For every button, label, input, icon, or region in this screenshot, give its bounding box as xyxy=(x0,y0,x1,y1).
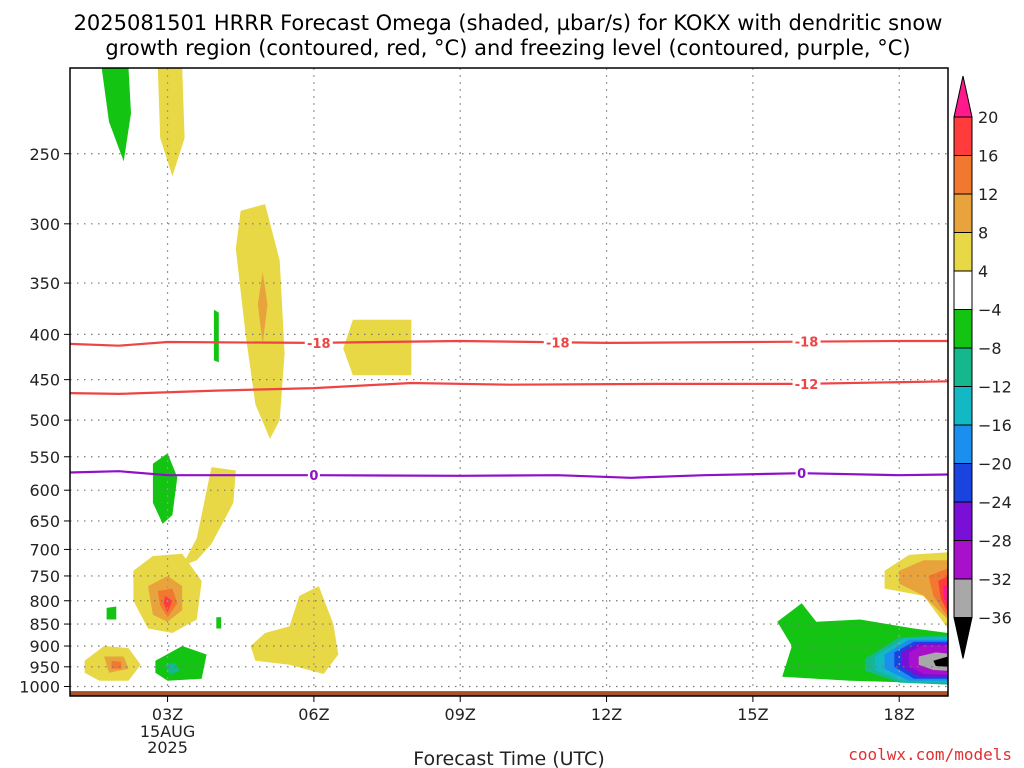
colorbar-bottom-arrow xyxy=(953,617,973,659)
colorbar-box-8 xyxy=(953,424,973,464)
omega-region-3 xyxy=(257,271,268,344)
y-tick-label-700: 700 xyxy=(29,540,60,559)
y-tick-label-550: 550 xyxy=(29,448,60,467)
x-axis-label: Forecast Time (UTC) xyxy=(413,748,604,768)
colorbar-box-5 xyxy=(953,309,973,349)
y-tick-label-250: 250 xyxy=(29,145,60,164)
contour-label-2-1: 0 xyxy=(797,467,806,482)
colorbar-box-9 xyxy=(953,463,973,503)
colorbar-label-6: −8 xyxy=(978,339,1002,358)
x-tick-label-15: 15Z xyxy=(737,705,768,724)
terrain-layer xyxy=(70,691,948,696)
contour-label-1-0: -12 xyxy=(795,378,819,393)
y-tick-label-400: 400 xyxy=(29,325,60,344)
colorbar-box-6 xyxy=(953,347,973,387)
contour-label-2-0: 0 xyxy=(309,469,318,484)
omega-region-18 xyxy=(155,646,207,681)
omega-region-11 xyxy=(163,595,173,613)
omega-region-14 xyxy=(250,586,339,674)
contour-label-bg-0-0 xyxy=(304,334,333,350)
chart-title-line-2: growth region (contoured, red, °C) and f… xyxy=(105,36,910,60)
contour-line-1 xyxy=(70,380,948,396)
contour-label-bg-2-0 xyxy=(307,467,320,483)
y-tick-label-650: 650 xyxy=(29,512,60,531)
colorbar-label-4: 4 xyxy=(978,262,988,281)
contour-label-bg-0-2 xyxy=(792,333,821,349)
omega-region-13 xyxy=(216,617,222,629)
colorbar-box-4 xyxy=(953,270,973,310)
y-tick-label-750: 750 xyxy=(29,567,60,586)
omega-region-1 xyxy=(157,68,185,177)
colorbar-label-8: −16 xyxy=(978,416,1012,435)
contour-layer: -18 -18 -18 -12 0 0 xyxy=(70,333,948,484)
credit-text: coolwx.com/models xyxy=(848,745,1012,764)
colorbar-label-11: −28 xyxy=(978,532,1012,551)
colorbar-box-1 xyxy=(953,155,973,195)
colorbar-label-1: 16 xyxy=(978,147,998,166)
y-tick-label-350: 350 xyxy=(29,274,60,293)
colorbar-box-3 xyxy=(953,232,973,272)
contour-line-0 xyxy=(70,339,948,347)
colorbar-label-10: −24 xyxy=(978,493,1012,512)
x-tick-label-6: 06Z xyxy=(298,705,329,724)
colorbar: 20 16 12 8 4 −4 −8 −12 −16 −20 −24 −28 −32 −36 xyxy=(953,75,1012,659)
y-tick-label-850: 850 xyxy=(29,615,60,634)
omega-region-0 xyxy=(101,68,131,162)
colorbar-box-7 xyxy=(953,386,973,426)
terrain-fill xyxy=(70,691,948,696)
contour-label-0-0: -18 xyxy=(307,337,331,352)
colorbar-box-10 xyxy=(953,501,973,541)
omega-region-24 xyxy=(943,585,948,607)
colorbar-box-2 xyxy=(953,193,973,233)
y-axis-ticks: 250 300 350 400 450 500 550 600 650 700 750 800 850 9… xyxy=(19,145,70,697)
colorbar-label-12: −32 xyxy=(978,570,1012,589)
y-tick-label-1000: 1000 xyxy=(19,678,60,697)
contour-label-0-2: -18 xyxy=(795,336,819,351)
contour-label-bg-1-0 xyxy=(792,375,821,391)
omega-region-6 xyxy=(152,453,178,524)
omega-region-4 xyxy=(213,309,219,363)
omega-shading-layer xyxy=(84,68,948,685)
colorbar-label-5: −4 xyxy=(978,301,1002,320)
colorbar-top-arrow xyxy=(953,75,973,118)
colorbar-label-7: −12 xyxy=(978,378,1012,397)
y-tick-label-950: 950 xyxy=(29,658,60,677)
omega-region-12 xyxy=(106,606,117,620)
x-tick-year: 2025 xyxy=(147,738,188,757)
y-tick-label-900: 900 xyxy=(29,637,60,656)
y-tick-label-300: 300 xyxy=(29,215,60,234)
omega-region-19 xyxy=(165,662,180,675)
colorbar-box-0 xyxy=(953,116,973,156)
colorbar-label-0: 20 xyxy=(978,108,998,127)
contour-line-2 xyxy=(70,470,948,479)
x-tick-label-3: 03Z xyxy=(152,705,183,724)
contour-label-bg-0-1 xyxy=(543,334,572,350)
omega-region-23 xyxy=(938,576,948,613)
x-tick-label-18: 18Z xyxy=(884,705,915,724)
contour-label-0-1: -18 xyxy=(546,336,570,351)
colorbar-label-13: −36 xyxy=(978,609,1012,628)
contour-label-bg-2-1 xyxy=(795,465,808,481)
colorbar-label-2: 12 xyxy=(978,185,998,204)
colorbar-box-11 xyxy=(953,540,973,580)
y-tick-label-500: 500 xyxy=(29,411,60,430)
x-tick-label-12: 12Z xyxy=(591,705,622,724)
omega-region-7 xyxy=(182,467,236,566)
x-tick-label-9: 09Z xyxy=(445,705,476,724)
y-tick-label-600: 600 xyxy=(29,481,60,500)
y-tick-label-800: 800 xyxy=(29,592,60,611)
omega-region-17 xyxy=(111,660,122,669)
chart-title-line-1: 2025081501 HRRR Forecast Omega (shaded, … xyxy=(74,11,943,35)
omega-region-5 xyxy=(343,319,412,376)
x-tick-date: 15AUG xyxy=(140,722,195,741)
colorbar-label-9: −20 xyxy=(978,455,1012,474)
omega-region-33 xyxy=(933,656,948,667)
colorbar-label-3: 8 xyxy=(978,224,988,243)
y-tick-label-450: 450 xyxy=(29,371,60,390)
plot-frame xyxy=(69,67,949,697)
colorbar-box-12 xyxy=(953,578,973,618)
